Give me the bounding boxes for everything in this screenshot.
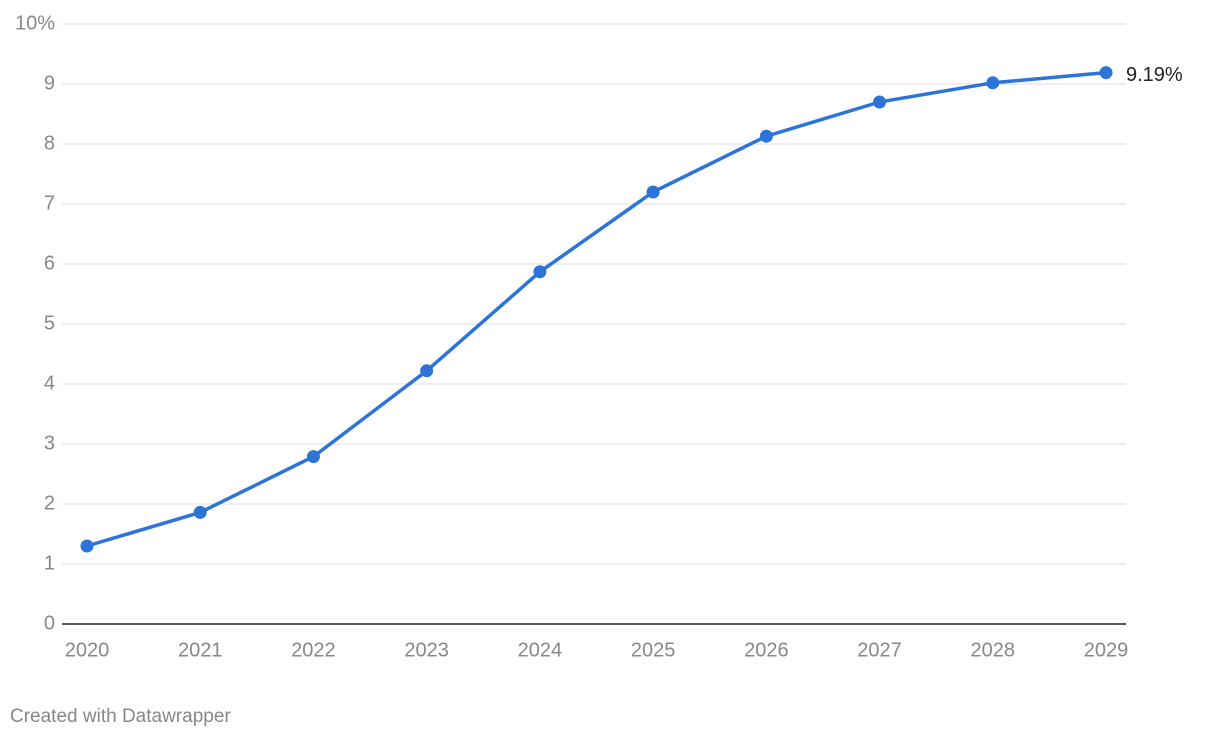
- y-tick-label: 1: [44, 552, 55, 574]
- y-tick-label: 0: [44, 612, 55, 634]
- point: [80, 539, 94, 553]
- y-tick-label: 3: [44, 432, 55, 454]
- x-tick-label: 2022: [291, 639, 336, 661]
- point: [986, 76, 1000, 90]
- value-label: 9.19%: [1126, 64, 1183, 86]
- x-tick-label: 2029: [1084, 639, 1129, 661]
- x-tick-label: 2026: [744, 639, 789, 661]
- point: [873, 95, 887, 109]
- credit: Created with Datawrapper: [10, 706, 231, 727]
- x-tick-label: 2021: [178, 639, 223, 661]
- y-tick-label: 6: [44, 252, 55, 274]
- point: [759, 129, 773, 143]
- point: [1099, 66, 1113, 80]
- point: [533, 265, 547, 279]
- point: [420, 364, 434, 378]
- y-tick-label: 7: [44, 192, 55, 214]
- y-tick-label: 8: [44, 132, 55, 154]
- y-tick-label: 2: [44, 492, 55, 514]
- point: [193, 505, 207, 519]
- x-tick-label: 2024: [518, 639, 563, 661]
- point: [646, 185, 660, 199]
- y-tick-label: 5: [44, 312, 55, 334]
- y-tick-label: 9: [44, 72, 55, 94]
- y-tick-label: 10%: [15, 12, 55, 34]
- x-tick-label: 2025: [631, 639, 676, 661]
- x-tick-label: 2028: [971, 639, 1016, 661]
- point: [306, 450, 320, 464]
- x-tick-label: 2020: [65, 639, 110, 661]
- line: [86, 70, 1107, 548]
- x-tick-label: 2027: [857, 639, 902, 661]
- x-tick-label: 2023: [404, 639, 449, 661]
- y-tick-label: 4: [44, 372, 55, 394]
